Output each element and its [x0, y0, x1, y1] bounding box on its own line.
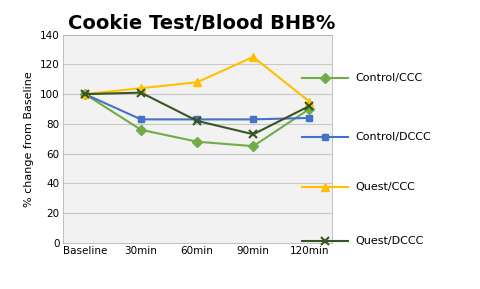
Quest/DCCC: [194, 119, 200, 123]
Line: Quest/DCCC: Quest/DCCC: [81, 88, 313, 138]
Control/CCC: [138, 128, 144, 131]
Control/DCCC: [82, 92, 88, 96]
Quest/CCC: [138, 86, 144, 90]
Control/CCC: [250, 144, 255, 148]
Line: Control/CCC: Control/CCC: [81, 91, 312, 150]
Text: Control/CCC: Control/CCC: [354, 73, 421, 84]
Text: Cookie Test/Blood BHB%: Cookie Test/Blood BHB%: [68, 14, 335, 34]
Quest/CCC: [194, 81, 200, 84]
Line: Control/DCCC: Control/DCCC: [81, 91, 312, 123]
Control/DCCC: [306, 116, 312, 120]
Quest/DCCC: [82, 92, 88, 96]
Quest/DCCC: [250, 133, 255, 136]
Control/CCC: [306, 107, 312, 111]
Control/DCCC: [250, 118, 255, 121]
Quest/CCC: [250, 55, 255, 59]
Control/DCCC: [194, 118, 200, 121]
Text: Quest/DCCC: Quest/DCCC: [354, 236, 423, 246]
Quest/DCCC: [138, 91, 144, 95]
Line: Quest/CCC: Quest/CCC: [81, 53, 313, 106]
Control/CCC: [82, 92, 88, 96]
Y-axis label: % change from Baseline: % change from Baseline: [24, 71, 35, 207]
Text: Control/DCCC: Control/DCCC: [354, 132, 430, 142]
Quest/CCC: [82, 92, 88, 96]
Quest/CCC: [306, 100, 312, 103]
Quest/DCCC: [306, 104, 312, 108]
Control/DCCC: [138, 118, 144, 121]
Text: Quest/CCC: Quest/CCC: [354, 182, 414, 192]
Control/CCC: [194, 140, 200, 143]
